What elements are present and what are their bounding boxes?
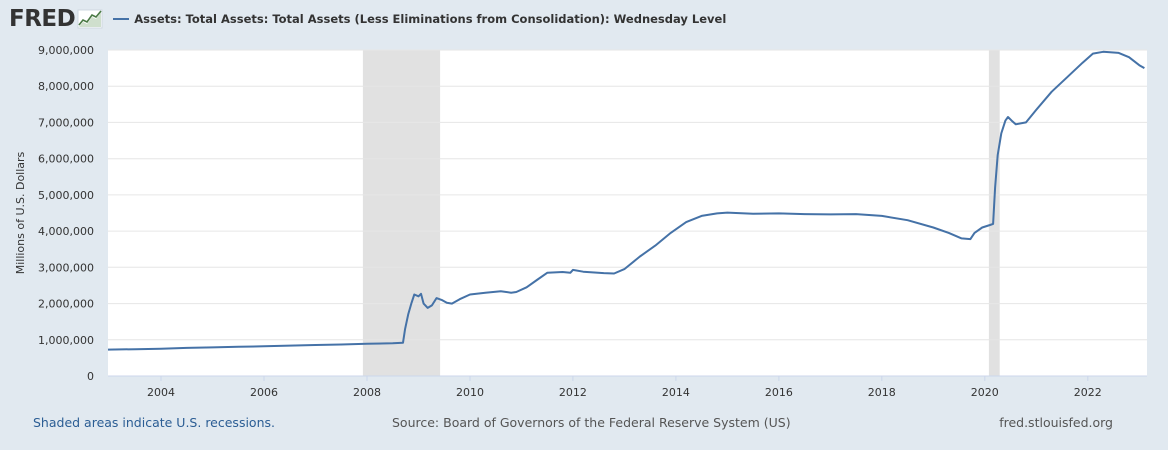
x-tick-label: 2012	[559, 386, 587, 399]
y-tick-label: 8,000,000	[38, 80, 94, 93]
series-line-0	[107, 50, 1145, 351]
x-tick-label: 2018	[868, 386, 896, 399]
fred-logo[interactable]: FRED	[9, 6, 103, 32]
legend: Assets: Total Assets: Total Assets (Less…	[113, 12, 726, 26]
x-tick-label: 2004	[147, 386, 175, 399]
y-tick-label: 5,000,000	[38, 189, 94, 202]
y-tick-label: 9,000,000	[38, 44, 94, 57]
grid-lines	[108, 49, 1147, 377]
y-tick-label: 4,000,000	[38, 225, 94, 238]
y-tick-label: 2,000,000	[38, 298, 94, 311]
y-tick-label: 6,000,000	[38, 153, 94, 166]
y-tick-label: 3,000,000	[38, 261, 94, 274]
legend-series-label: Assets: Total Assets: Total Assets (Less…	[134, 12, 727, 26]
recession-band-0	[362, 50, 441, 376]
x-tick-label: 2020	[971, 386, 999, 399]
recession-note-link[interactable]: Shaded areas indicate U.S. recessions.	[33, 415, 275, 430]
legend-swatch	[113, 18, 130, 20]
y-tick-label: 7,000,000	[38, 116, 94, 129]
y-tick-label: 1,000,000	[38, 334, 94, 347]
x-tick-label: 2008	[353, 386, 381, 399]
x-axis-ticks: 2004 2006 2008 2010 2012 2014 2016 2018 2020 2022	[147, 376, 1102, 399]
fred-logo-text: FRED	[9, 6, 76, 32]
x-tick-label: 2022	[1074, 386, 1102, 399]
chart-header: FRED Assets: Total Assets: Total Assets …	[9, 6, 726, 32]
chart-trend-icon	[77, 9, 103, 29]
fred-url-link[interactable]: fred.stlouisfed.org	[999, 415, 1113, 430]
plot-area	[108, 50, 1147, 376]
source-text: Source: Board of Governors of the Federa…	[392, 415, 791, 430]
x-tick-label: 2006	[250, 386, 278, 399]
series-lines	[107, 50, 1145, 351]
y-tick-label: 0	[87, 370, 94, 383]
y-axis-ticks: 0 1,000,000 2,000,000 3,000,000 4,000,000 5,0…	[38, 44, 94, 383]
x-tick-label: 2014	[662, 386, 690, 399]
x-tick-label: 2016	[765, 386, 793, 399]
x-tick-label: 2010	[456, 386, 484, 399]
y-axis-label: Millions of U.S. Dollars	[14, 151, 27, 274]
